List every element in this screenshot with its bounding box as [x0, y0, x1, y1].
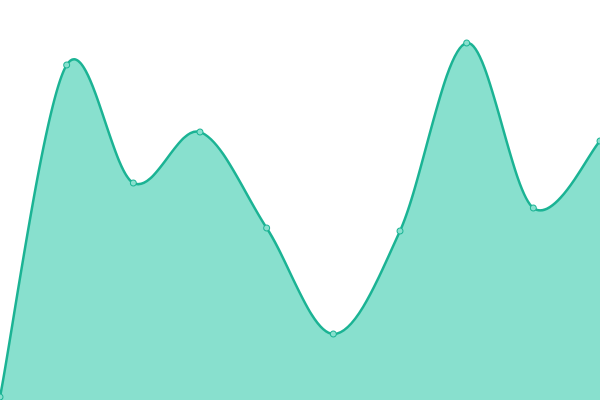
data-point: [0, 393, 4, 400]
data-point: [263, 224, 271, 232]
data-point: [396, 227, 404, 235]
data-point: [196, 128, 204, 136]
data-point: [129, 179, 137, 187]
area-line: [0, 41, 600, 398]
data-point: [463, 39, 471, 47]
data-point: [63, 61, 71, 69]
data-point: [529, 204, 537, 212]
data-point: [329, 330, 337, 338]
area-fill: [0, 42, 600, 400]
data-point: [596, 137, 600, 145]
